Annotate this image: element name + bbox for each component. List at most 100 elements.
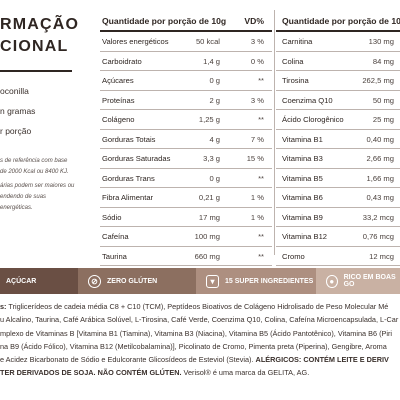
nutrient-name: Colina <box>282 56 304 66</box>
nutrient-quantity: 17 mg <box>198 212 220 222</box>
nutrient-name: Vitamina B1 <box>282 134 323 144</box>
table-separator <box>274 10 275 255</box>
nutrient-name: Carnitina <box>282 37 313 46</box>
table-row: Valores energéticos 50 kcal 3 % <box>100 32 272 52</box>
nutrient-name: Gorduras Totais <box>102 134 156 144</box>
nutrient-quantity: 0,43 mg <box>366 193 394 202</box>
badge-good-fats: ● RICO EM BOAS GO <box>316 268 400 294</box>
table-row: Gorduras Totais 4 g 7 % <box>100 130 272 149</box>
table-row: Açúcares 0 g ** <box>100 71 272 91</box>
nutrient-name: Coenzima Q10 <box>282 95 333 105</box>
ingredients-line: mplexo de Vitaminas B [Vitamina B1 (Tiam… <box>0 328 393 338</box>
nutrient-name: Tirosina <box>282 76 309 85</box>
section-title-line2: CIONAL <box>0 38 69 55</box>
nutrient-quantity: 1,25 g <box>198 115 220 124</box>
nutrient-name: Fibra Alimentar <box>102 193 154 202</box>
nutrient-quantity: 262,5 mg <box>362 76 394 85</box>
badge-label: 15 SUPER INGREDIENTES <box>225 277 314 285</box>
nutrient-daily-value: 1 % <box>250 193 264 202</box>
table-row: Vitamina B1 0,40 mg <box>276 130 400 149</box>
ingredients-line: na B9 (Ácido Fólico), Vitamina B12 (Meti… <box>0 341 387 351</box>
no-gluten-icon: ⊘ <box>88 274 101 288</box>
table-header: Quantidade por porção de 10g VD% <box>100 10 272 32</box>
nutrient-quantity: 33,2 mcg <box>362 212 394 222</box>
nutrient-name: Proteínas <box>102 95 135 105</box>
table-row: Vitamina B9 33,2 mcg <box>276 208 400 227</box>
footnote-line: energéticas. <box>0 205 33 211</box>
table-row: Tirosina 262,5 mg <box>276 71 400 91</box>
nutrient-quantity: 130 mg <box>368 37 394 46</box>
nutrient-quantity: 0,40 mg <box>366 134 394 144</box>
nutrient-quantity: 660 mg <box>194 251 220 261</box>
nutrient-daily-value: 15 % <box>246 154 264 163</box>
nutrient-name: Taurina <box>102 251 127 261</box>
nutrient-quantity: 0,21 g <box>198 193 220 202</box>
table-row: Vitamina B12 0,76 mcg <box>276 227 400 247</box>
nutrient-name: Açúcares <box>102 76 134 85</box>
table-row: Vitamina B6 0,43 mg <box>276 188 400 208</box>
nutrient-name: Gorduras Trans <box>102 173 155 183</box>
nutrient-quantity: 0 g <box>209 173 220 183</box>
nutrient-daily-value: 1 % <box>250 212 264 222</box>
nutrient-quantity: 100 mg <box>194 232 220 241</box>
nutrient-quantity: 25 mg <box>372 115 394 124</box>
nutrient-daily-value: ** <box>258 76 264 85</box>
ingredients-text: s: Triglicerídeos de cadeia média C8 + C… <box>0 300 400 380</box>
ingredients-line: TER DERIVADOS DE SOJA. NÃO CONTÉM GLÚTEN… <box>0 368 310 378</box>
nutrient-quantity: 1,66 mg <box>366 173 394 183</box>
table-row: Vitamina B3 2,66 mg <box>276 149 400 169</box>
nutrient-quantity: 50 kcal <box>195 37 220 46</box>
nutrient-daily-value: ** <box>258 232 264 241</box>
nutrient-name: Cafeína <box>102 232 129 241</box>
good-fats-icon: ● <box>326 274 338 288</box>
footnote-line: de 2000 Kcal ou 8400 KJ. <box>0 169 69 175</box>
section-title-line1: RMAÇÃO <box>0 16 80 33</box>
header-quantity: Quantidade por porção de 10g <box>102 16 227 26</box>
info-line: oconilla <box>0 86 29 96</box>
ingredients-line: u Alcalino, Taurina, Café Arábica Solúve… <box>0 315 399 325</box>
nutrient-quantity: 12 mcg <box>369 251 394 261</box>
nutrient-name: Cromo <box>282 251 305 261</box>
nutrient-daily-value: ** <box>258 115 264 124</box>
nutrient-quantity: 1,4 g <box>203 56 220 66</box>
table-row: Vitamina B5 1,66 mg <box>276 169 400 188</box>
nutrient-name: Vitamina B5 <box>282 173 323 183</box>
nutrient-quantity: 50 mg <box>372 95 394 105</box>
header-quantity: Quantidade por porção de 10g <box>282 16 400 26</box>
nutrient-daily-value: 3 % <box>250 95 264 105</box>
table-row: Cafeína 100 mg ** <box>100 227 272 247</box>
table-row: Cromo 12 mcg <box>276 247 400 266</box>
header-vd: VD% <box>244 16 264 26</box>
nutrient-quantity: 2 g <box>209 95 220 105</box>
nutrient-daily-value: ** <box>258 251 264 261</box>
badge-zero-gluten: ⊘ ZERO GLÚTEN <box>78 268 196 294</box>
nutrient-quantity: 2,66 mg <box>366 154 394 163</box>
table-row: Fibra Alimentar 0,21 g 1 % <box>100 188 272 208</box>
nutrient-name: Valores energéticos <box>102 37 169 46</box>
title-divider <box>0 70 72 72</box>
nutrient-daily-value: ** <box>258 173 264 183</box>
product-info-panel: RMAÇÃO CIONAL oconilla n gramas r porção… <box>0 0 78 265</box>
nutrient-name: Colágeno <box>102 115 135 124</box>
ingredients-line: s: Triglicerídeos de cadeia média C8 + C… <box>0 302 389 311</box>
table-row: Taurina 660 mg ** <box>100 247 272 266</box>
info-line: r porção <box>0 126 32 136</box>
table-header: Quantidade por porção de 10g <box>276 10 400 32</box>
feature-badges: AÇÚCAR ⊘ ZERO GLÚTEN ▾ 15 SUPER INGREDIE… <box>0 268 400 294</box>
badge-label: AÇÚCAR <box>6 277 37 285</box>
nutrient-daily-value: 3 % <box>250 37 264 46</box>
table-row: Coenzima Q10 50 mg <box>276 91 400 110</box>
nutrient-quantity: 0,76 mcg <box>362 232 394 241</box>
badge-no-sugar: AÇÚCAR <box>0 268 78 294</box>
table-row: Sódio 17 mg 1 % <box>100 208 272 227</box>
nutrient-daily-value: 7 % <box>250 134 264 144</box>
nutrition-table-main: Quantidade por porção de 10g VD% Valores… <box>100 10 272 266</box>
badge-ingredients: ▾ 15 SUPER INGREDIENTES <box>196 268 316 294</box>
nutrient-name: Vitamina B12 <box>282 232 328 241</box>
table-row: Carnitina 130 mg <box>276 32 400 52</box>
nutrient-quantity: 3,3 g <box>203 154 220 163</box>
nutrient-quantity: 84 mg <box>372 56 394 66</box>
nutrient-name: Gorduras Saturadas <box>102 154 171 163</box>
table-row: Carboidrato 1,4 g 0 % <box>100 52 272 71</box>
table-row: Colágeno 1,25 g ** <box>100 110 272 130</box>
